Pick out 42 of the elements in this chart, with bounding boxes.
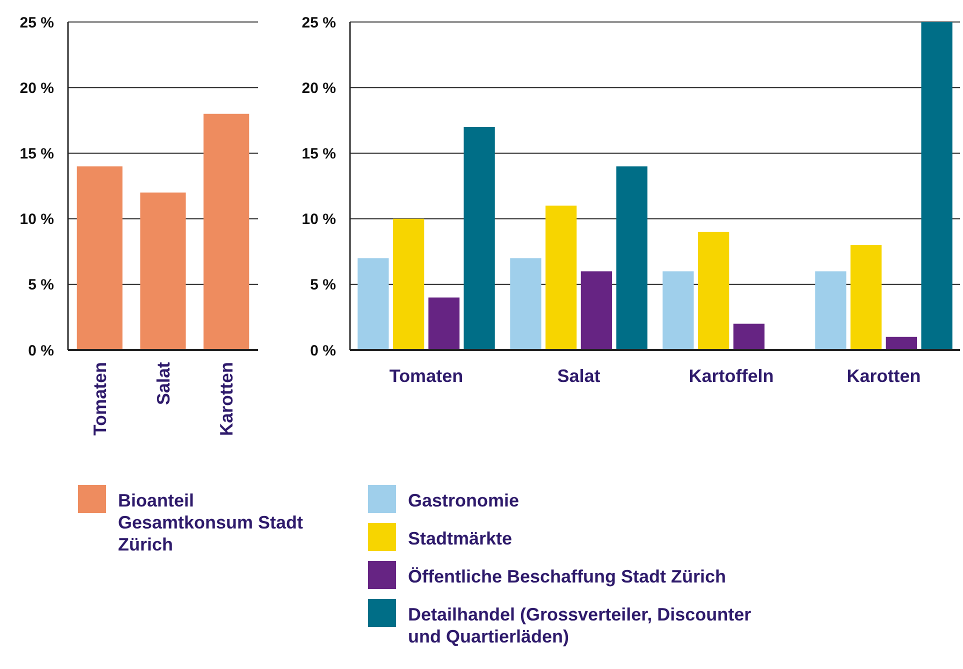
y-tick-label: 10 % (302, 211, 336, 228)
bar (393, 218, 424, 350)
bar (886, 336, 917, 350)
bar (850, 245, 882, 350)
legend-label: Gastronomie (408, 490, 520, 510)
bar (662, 271, 694, 350)
y-tick-label: 0 % (28, 342, 54, 360)
bar (140, 192, 186, 350)
bar (546, 206, 577, 350)
y-tick-label: 25 % (302, 14, 336, 32)
bar (815, 271, 846, 350)
bar (428, 298, 460, 350)
x-tick-label: Karotten (216, 362, 237, 436)
y-tick-label: 20 % (20, 80, 54, 97)
bar (464, 126, 495, 350)
legend-label: Öffentliche Beschaffung Stadt Zürich (408, 566, 726, 586)
bar (733, 324, 764, 350)
bar (76, 166, 122, 350)
bar (580, 271, 612, 350)
x-tick-label: Tomaten (90, 362, 110, 436)
bar (510, 258, 542, 350)
legend-label: Stadtmärkte (408, 528, 512, 548)
bar (921, 22, 952, 350)
bar (616, 166, 648, 350)
legend-label: Bioanteil Gesamtkonsum Stadt Zürich (118, 490, 304, 554)
legend-label: Detailhandel (Grossverteiler, Discounter und Quartierläden) (408, 604, 752, 646)
y-tick-label: 20 % (302, 80, 336, 97)
y-tick-label: 5 % (28, 276, 54, 294)
y-tick-label: 5 % (310, 276, 336, 294)
x-tick-label: Karotten (846, 366, 921, 386)
y-tick-label: 25 % (20, 14, 54, 32)
bar (698, 232, 730, 350)
y-tick-label: 15 % (302, 145, 336, 162)
x-tick-label: Salat (153, 362, 174, 406)
x-tick-label: Tomaten (389, 366, 464, 386)
x-tick-label: Kartoffeln (688, 366, 774, 386)
y-tick-label: 10 % (20, 211, 54, 228)
y-tick-label: 0 % (310, 342, 336, 360)
x-tick-label: Salat (557, 366, 600, 386)
bar (204, 114, 250, 350)
y-tick-label: 15 % (20, 145, 54, 162)
bar (358, 258, 389, 350)
